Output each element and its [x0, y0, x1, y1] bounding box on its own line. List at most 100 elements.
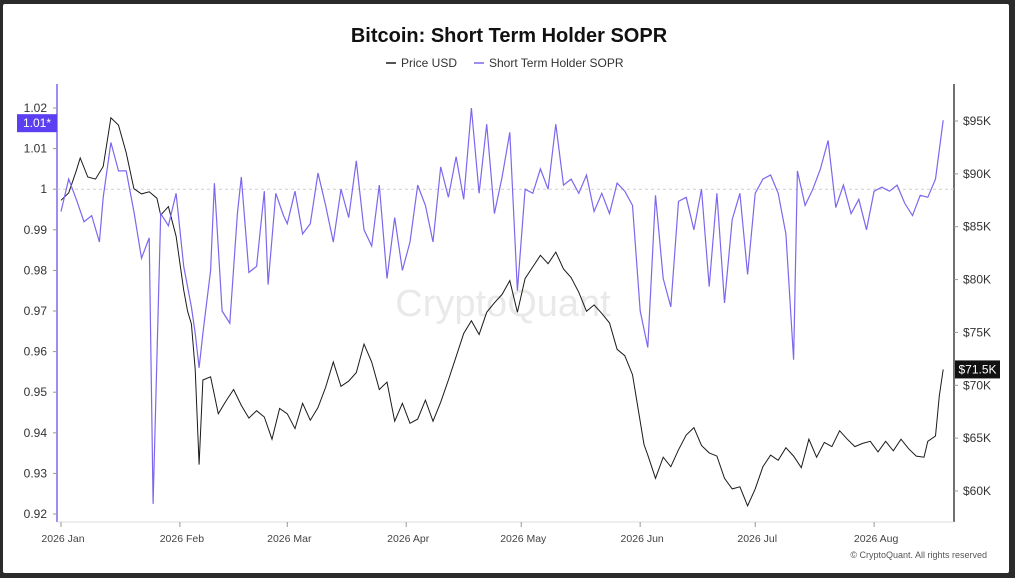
sopr-point	[340, 188, 342, 190]
value-badges: 1.01* $71.5K	[17, 114, 1000, 379]
price-point	[309, 419, 311, 421]
sopr-point	[700, 188, 702, 190]
price-point	[240, 404, 242, 406]
sopr-point	[647, 346, 649, 348]
legend-label-sopr[interactable]: Short Term Holder SOPR	[489, 56, 624, 70]
sopr-point	[125, 170, 127, 172]
sopr-point	[677, 200, 679, 202]
sopr-point	[370, 245, 372, 247]
price-point	[432, 420, 434, 422]
sopr-point	[555, 123, 557, 125]
x-tick-label: 2026 May	[500, 533, 547, 545]
price-point	[562, 268, 564, 270]
sopr-point	[309, 223, 311, 225]
price-point	[255, 409, 257, 411]
price-point	[125, 152, 127, 154]
price-point	[79, 157, 81, 159]
sopr-point	[904, 202, 906, 204]
sopr-point	[221, 310, 223, 312]
price-point	[739, 486, 741, 488]
price-point	[370, 361, 372, 363]
sopr-point	[509, 131, 511, 133]
sopr-point	[578, 192, 580, 194]
sopr-point	[102, 196, 104, 198]
price-point	[601, 312, 603, 314]
sopr-point	[693, 229, 695, 231]
sopr-point	[117, 170, 119, 172]
price-point	[225, 400, 227, 402]
sopr-point	[804, 204, 806, 206]
price-point	[378, 388, 380, 390]
price-point	[470, 320, 472, 322]
price-point	[869, 440, 871, 442]
sopr-point	[167, 225, 169, 227]
price-point	[301, 402, 303, 404]
sopr-point	[858, 198, 860, 200]
right-tick-label: $85K	[963, 220, 991, 234]
sopr-point	[493, 212, 495, 214]
price-point	[486, 311, 488, 313]
sopr-point	[570, 178, 572, 180]
chart-title: Bitcoin: Short Term Holder SOPR	[351, 25, 668, 47]
price-point	[938, 395, 940, 397]
sopr-point	[873, 190, 875, 192]
sopr-point	[593, 210, 595, 212]
sopr-point	[888, 190, 890, 192]
x-tick-label: 2026 Jun	[621, 533, 664, 545]
price-point	[731, 488, 733, 490]
sopr-point	[708, 285, 710, 287]
price-point	[278, 407, 280, 409]
price-point	[808, 438, 810, 440]
right-tick-label: $95K	[963, 114, 991, 128]
sopr-point	[919, 194, 921, 196]
price-point	[570, 276, 572, 278]
left-tick-label: 0.93	[24, 466, 48, 480]
price-point	[907, 448, 909, 450]
sopr-point	[762, 178, 764, 180]
sopr-point	[754, 192, 756, 194]
sopr-point	[160, 212, 162, 214]
price-point	[643, 443, 645, 445]
x-tick-label: 2026 Apr	[387, 533, 430, 545]
price-point	[148, 191, 150, 193]
sopr-point	[324, 204, 326, 206]
sopr-point	[83, 220, 85, 222]
left-tick-label: 0.92	[24, 507, 48, 521]
sopr-point	[524, 188, 526, 190]
sopr-current-badge	[17, 114, 57, 133]
sopr-point	[942, 119, 944, 121]
sopr-point	[827, 139, 829, 141]
x-axis-ticks: 2026 Jan 2026 Feb 2026 Mar 2026 Apr 2026 May…	[41, 522, 898, 545]
price-point	[102, 165, 104, 167]
price-point	[463, 332, 465, 334]
sopr-point	[282, 214, 284, 216]
price-point	[838, 430, 840, 432]
sopr-point	[424, 204, 426, 206]
price-point	[409, 422, 411, 424]
sopr-point	[347, 216, 349, 218]
right-tick-label: $70K	[963, 378, 991, 392]
left-tick-label: 1.02	[24, 101, 48, 115]
price-point	[110, 117, 112, 119]
price-point	[942, 368, 944, 370]
price-point	[117, 124, 119, 126]
price-point	[934, 435, 936, 437]
sopr-point	[532, 192, 534, 194]
price-point	[202, 379, 204, 381]
sopr-point	[478, 192, 480, 194]
price-point	[340, 385, 342, 387]
price-point	[585, 310, 587, 312]
legend-label-price[interactable]: Price USD	[401, 56, 457, 70]
x-tick-label: 2026 Jul	[737, 533, 777, 545]
legend[interactable]: Price USD Short Term Holder SOPR	[386, 56, 624, 70]
sopr-point	[785, 233, 787, 235]
price-point	[746, 505, 748, 507]
left-tick-label: 0.96	[24, 345, 48, 359]
right-tick-label: $60K	[963, 484, 991, 498]
sopr-point	[198, 367, 200, 369]
x-tick-label: 2026 Aug	[854, 533, 899, 545]
sopr-point	[440, 166, 442, 168]
sopr-point	[486, 123, 488, 125]
price-point	[271, 438, 273, 440]
sopr-point	[294, 190, 296, 192]
